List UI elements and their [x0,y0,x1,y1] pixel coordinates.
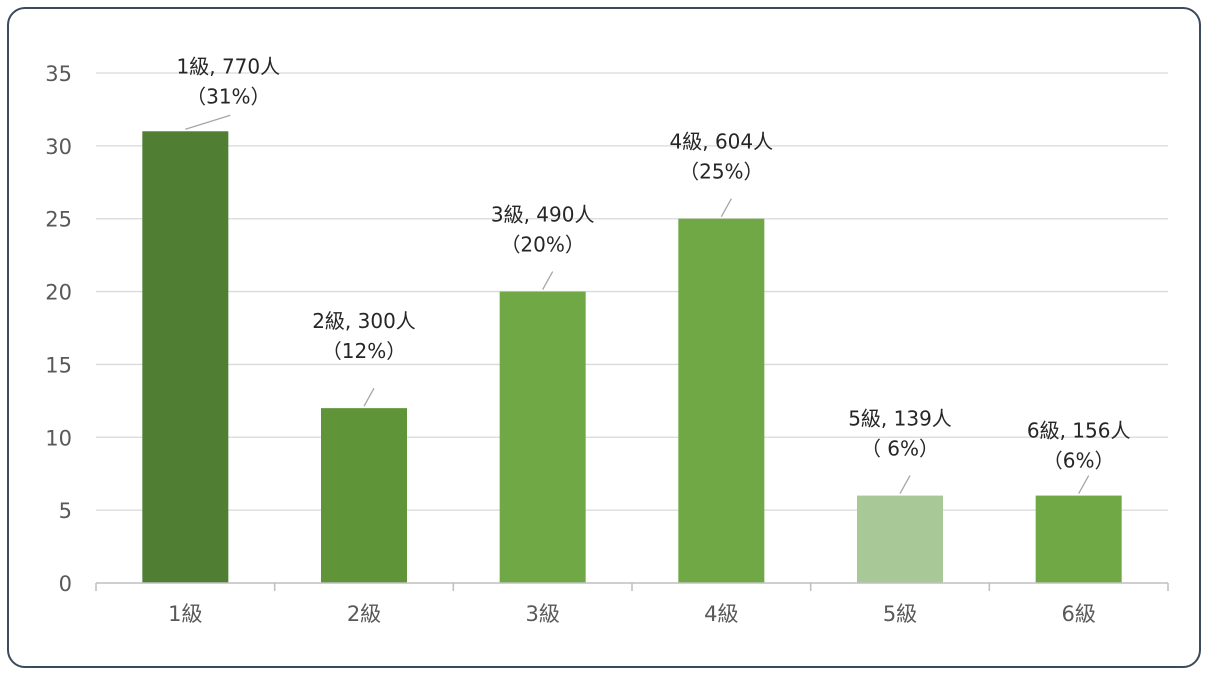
x-tick-label: 5級 [883,602,917,626]
data-labels: 1級, 770人 （31%） 2級, 300人 （12%） 3級, 490人 （20%） 4… [177,54,1131,494]
x-axis [95,582,1169,591]
y-tick-label: 35 [45,62,72,86]
y-tick-label: 0 [59,572,72,596]
bar-6 [1035,495,1122,583]
leader-line [720,198,732,218]
data-label-count: 6級, 156人 [1027,419,1131,443]
bar-4 [678,218,765,583]
y-tick-label: 15 [45,353,72,377]
x-tick-label: 2級 [347,602,381,626]
data-label-count: 5級, 139人 [848,407,952,431]
y-tick-label: 25 [45,208,72,232]
gridlines [96,72,1168,511]
leader-line [363,387,375,407]
x-tick-label: 6級 [1061,602,1095,626]
data-label-percent: （20%） [500,233,584,257]
leader-line [899,475,911,494]
data-label-count: 1級, 770人 [177,54,281,78]
data-label-percent: （25%） [679,160,763,184]
y-tick-label: 30 [45,135,72,159]
x-axis-ticks: 1級 2級 3級 4級 5級 6級 [168,602,1096,626]
data-label-percent: （12%） [322,339,406,363]
bars [142,131,1122,584]
data-label-count: 2級, 300人 [312,309,416,333]
x-tick-label: 4級 [704,602,738,626]
leader-line [185,114,231,130]
data-label-count: 4級, 604人 [670,130,774,154]
leader-line [542,271,554,290]
data-label-percent: （6%） [1043,449,1115,473]
data-label-count: 3級, 490人 [491,203,595,227]
leader-line [1078,475,1090,494]
bar-5 [857,495,943,583]
bar-3 [499,291,586,583]
y-tick-label: 10 [45,426,72,450]
bar-2 [321,408,407,583]
bar-1 [142,131,229,584]
y-tick-label: 5 [59,499,72,523]
x-tick-label: 3級 [525,602,559,626]
y-tick-label: 20 [45,281,72,305]
y-axis-ticks: 0 5 10 15 20 25 30 35 [45,62,72,596]
data-label-percent: （ 6%） [861,437,939,461]
data-label-percent: （31%） [186,84,270,108]
x-tick-label: 1級 [168,602,202,626]
